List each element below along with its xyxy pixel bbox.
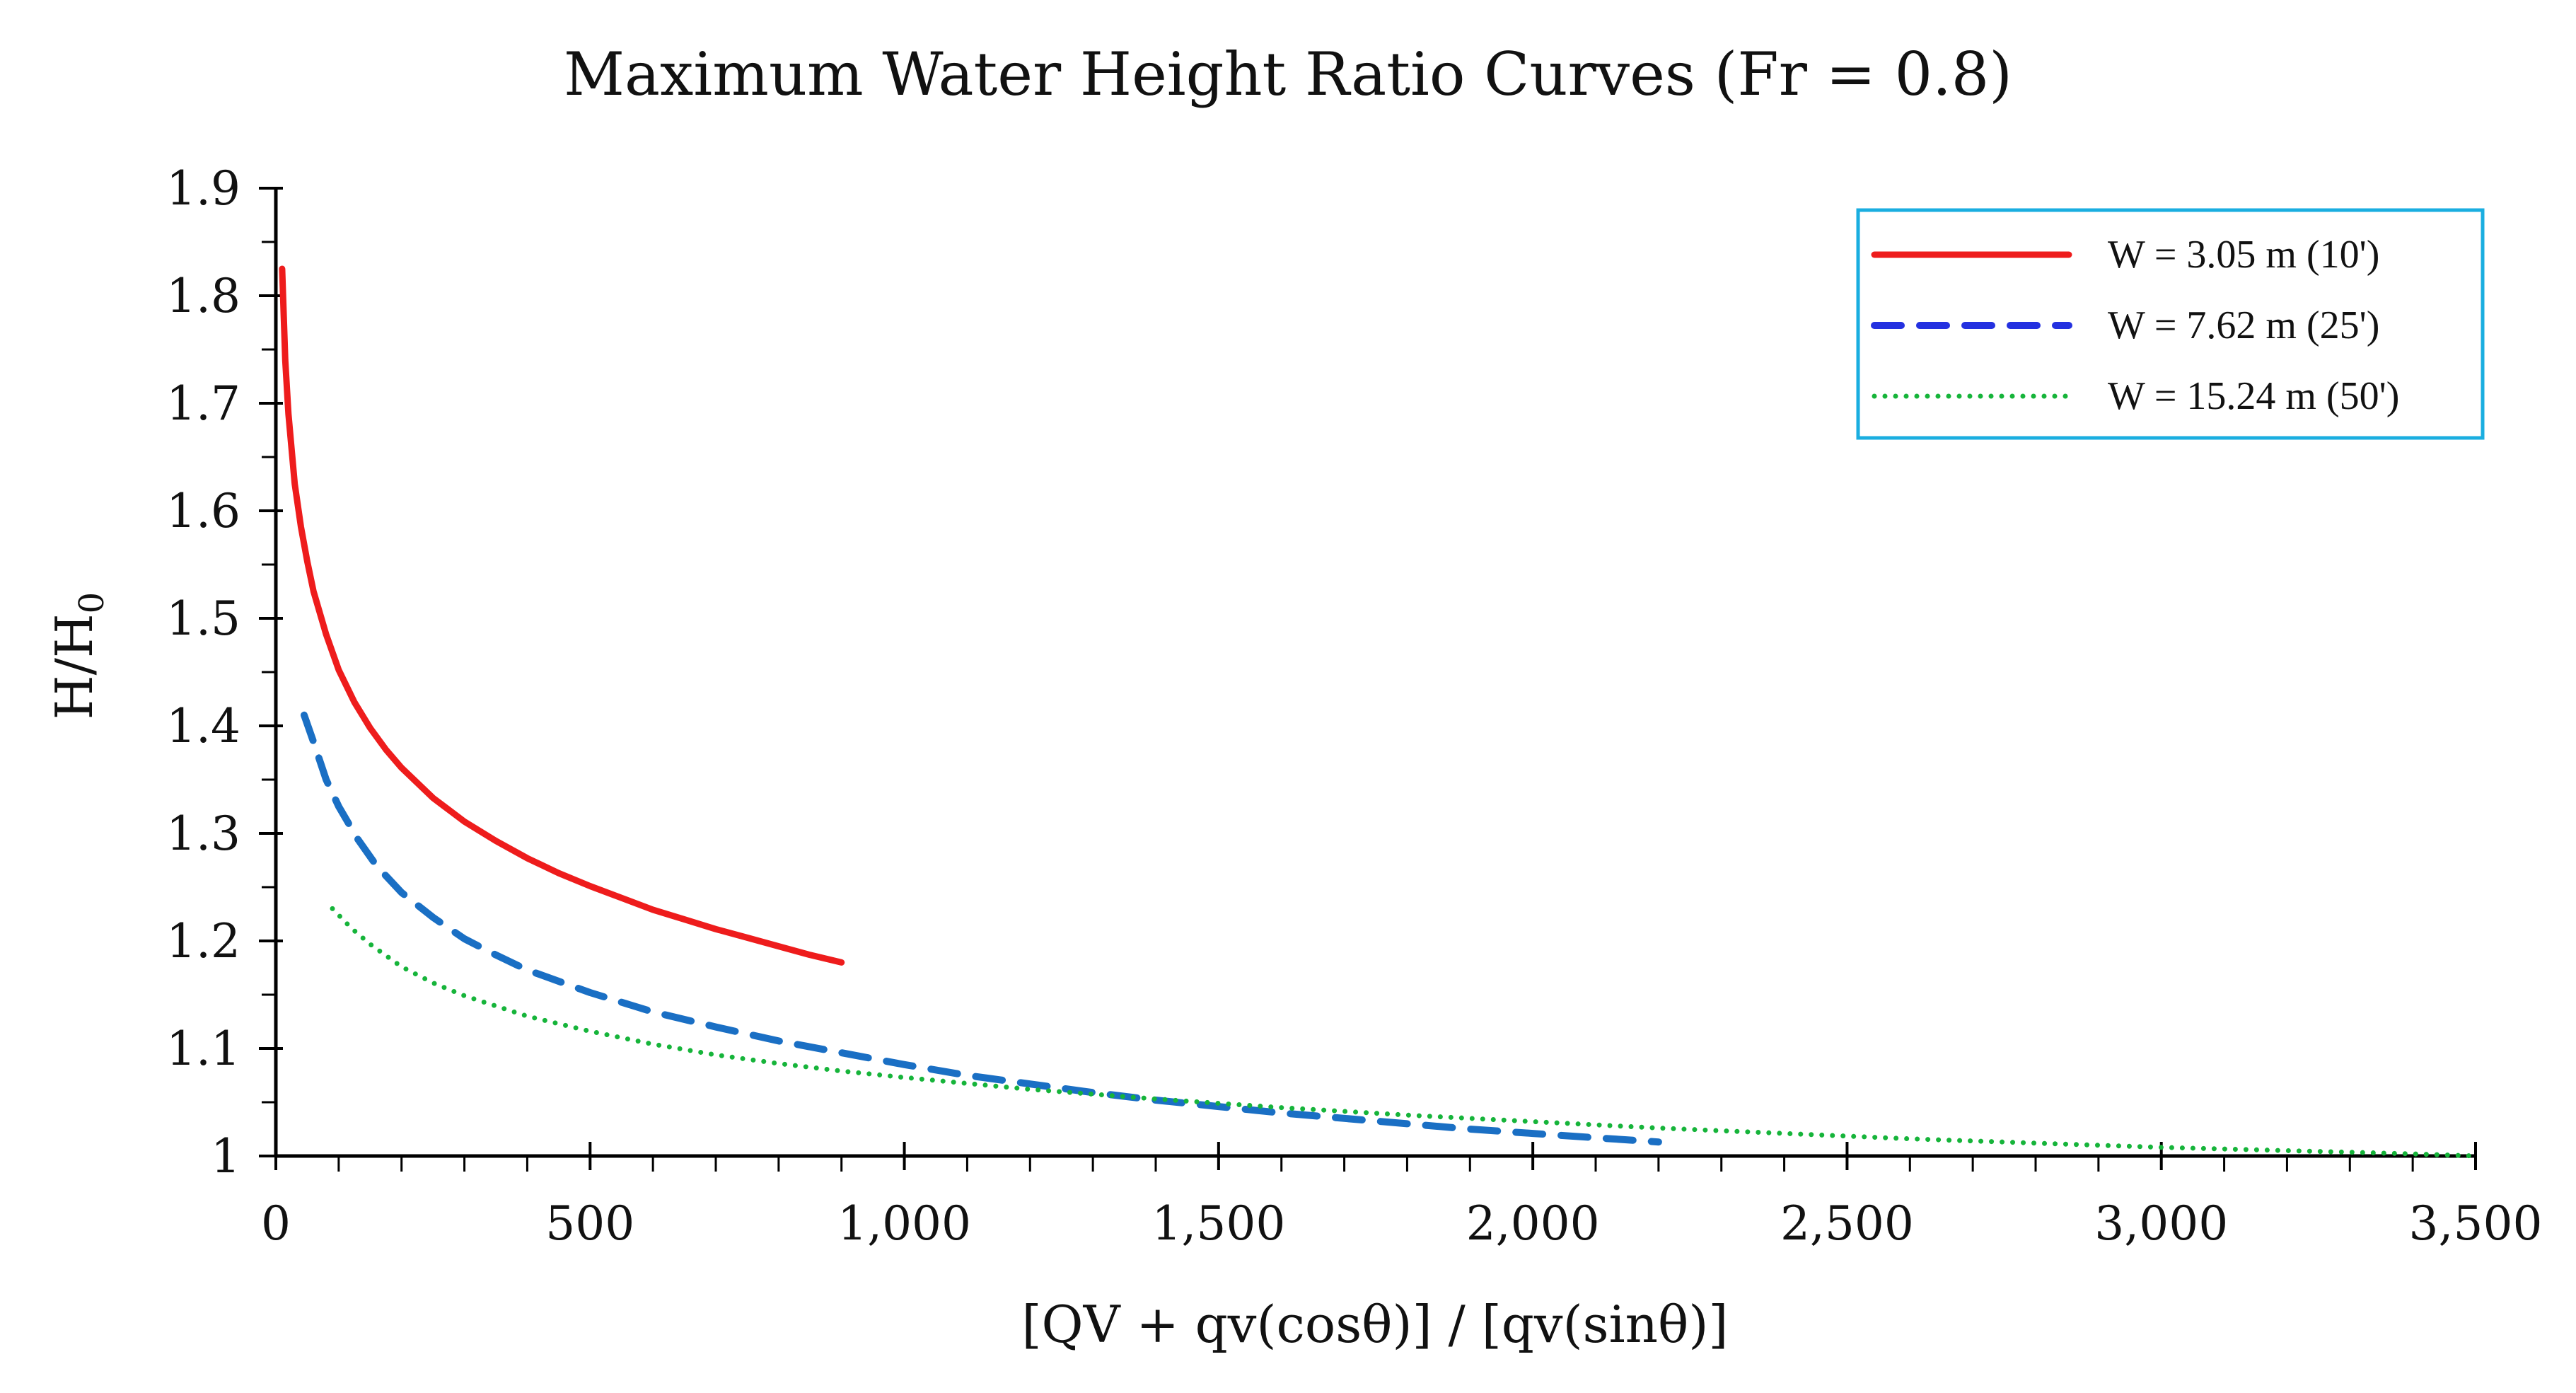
y-tick-label: 1.9 bbox=[166, 161, 240, 216]
x-tick-label: 0 bbox=[261, 1196, 291, 1251]
x-tick-label: 2,000 bbox=[1466, 1196, 1600, 1251]
legend-label-3: W = 15.24 m (50') bbox=[2108, 374, 2399, 418]
y-tick-label: 1.2 bbox=[166, 914, 240, 969]
x-tick-label: 1,000 bbox=[837, 1196, 971, 1251]
y-tick-label: 1.1 bbox=[166, 1022, 240, 1076]
x-axis-title: [QV + qv(cosθ)] / [qv(sinθ)] bbox=[1021, 1295, 1728, 1354]
y-tick-label: 1.3 bbox=[166, 807, 240, 861]
series-line-3 bbox=[330, 906, 2478, 1159]
y-tick-label: 1.8 bbox=[166, 269, 240, 323]
y-axis-title: H/H0 bbox=[45, 592, 112, 719]
x-tick-label: 3,500 bbox=[2409, 1196, 2543, 1251]
x-tick-label: 1,500 bbox=[1151, 1196, 1285, 1251]
chart-title: Maximum Water Height Ratio Curves (Fr = … bbox=[564, 40, 2012, 109]
y-tick-label: 1 bbox=[211, 1129, 240, 1184]
legend-label-2: W = 7.62 m (25') bbox=[2108, 304, 2379, 347]
ticks: 0 500 1,000 1,500 2,000 2,500 3,000 3,500 1 1.1 1.… bbox=[166, 161, 2542, 1251]
y-tick-label: 1.7 bbox=[166, 376, 240, 431]
y-tick-label: 1.4 bbox=[166, 699, 240, 753]
legend-items: W = 3.05 m (10') W = 7.62 m (25') W = 15.2… bbox=[1871, 233, 2399, 418]
y-axis-title-subscript: 0 bbox=[72, 592, 112, 614]
series-line-1 bbox=[279, 265, 845, 966]
x-tick-label: 500 bbox=[545, 1196, 634, 1251]
y-axis-title-main: H/H bbox=[45, 613, 104, 719]
legend-label-1: W = 3.05 m (10') bbox=[2108, 233, 2379, 277]
series-layer bbox=[279, 265, 2478, 1159]
x-tick-label: 3,000 bbox=[2094, 1196, 2228, 1251]
x-tick-label: 2,500 bbox=[1780, 1196, 1914, 1251]
y-tick-label: 1.5 bbox=[166, 591, 240, 646]
series-line-2 bbox=[301, 711, 1662, 1146]
svg-text:H/H0: H/H0 bbox=[45, 592, 112, 719]
y-tick-label: 1.6 bbox=[166, 484, 240, 538]
legend: W = 3.05 m (10') W = 7.62 m (25') W = 15.2… bbox=[1856, 208, 2485, 440]
